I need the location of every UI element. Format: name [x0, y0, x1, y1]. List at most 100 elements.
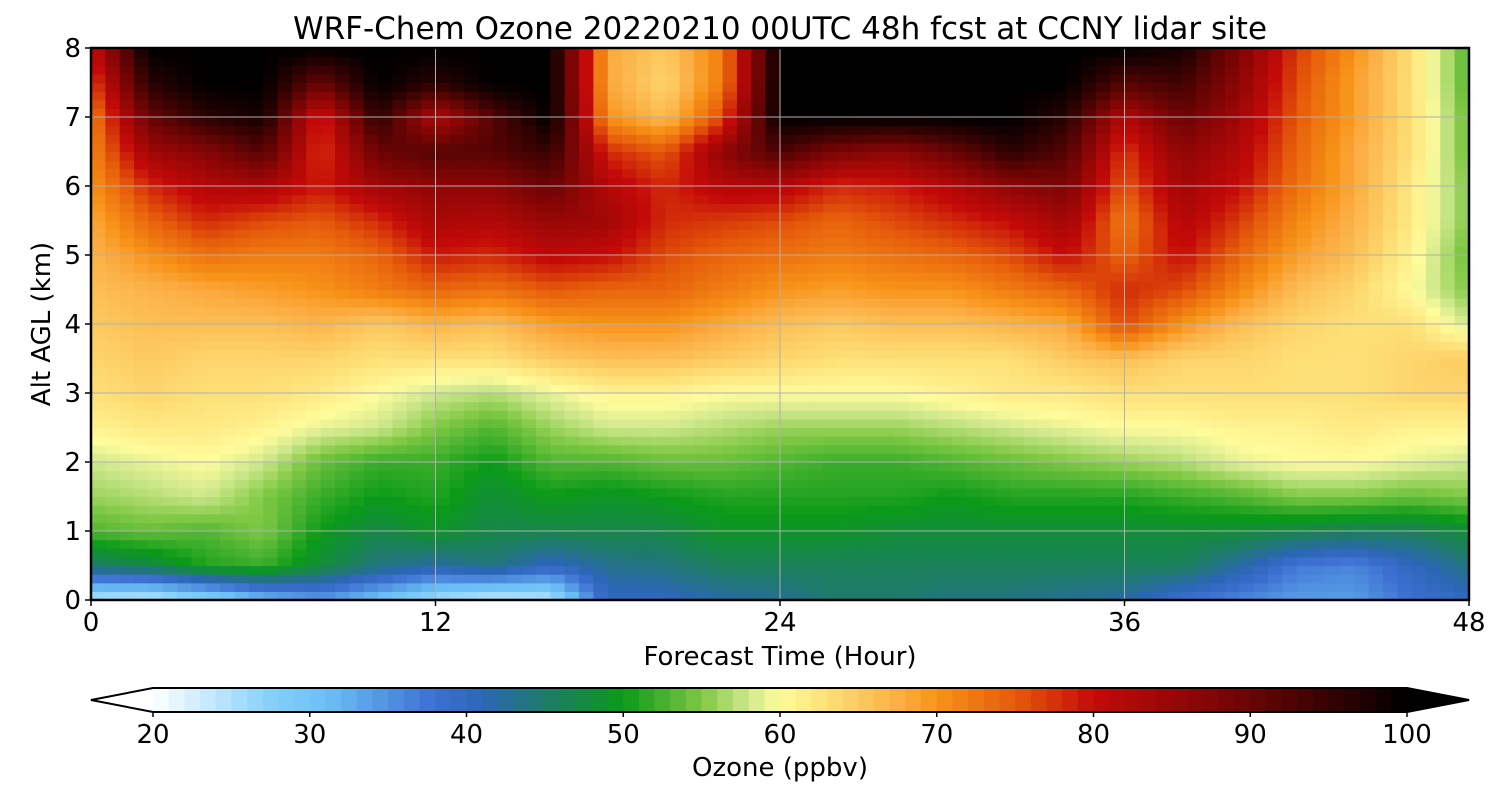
- ozone-cell: [622, 513, 638, 523]
- ozone-cell: [220, 487, 236, 498]
- ozone-cell: [1354, 505, 1370, 515]
- ozone-cell: [837, 401, 853, 411]
- ozone-cell: [1095, 565, 1111, 575]
- ozone-cell: [937, 280, 953, 291]
- ozone-cell: [91, 479, 106, 489]
- ozone-cell: [1382, 280, 1398, 291]
- ozone-cell: [1210, 324, 1226, 334]
- ozone-cell: [449, 410, 465, 420]
- ozone-cell: [823, 470, 839, 480]
- ozone-cell: [234, 280, 250, 291]
- ozone-cell: [1138, 539, 1154, 549]
- ozone-cell: [1325, 479, 1341, 489]
- ozone-cell: [119, 539, 135, 549]
- ozone-cell: [722, 531, 738, 541]
- ozone-cell: [134, 574, 150, 584]
- ozone-cell: [1110, 462, 1126, 472]
- ozone-cell: [1009, 453, 1025, 463]
- ozone-cell: [134, 548, 150, 558]
- ozone-cell: [765, 462, 781, 472]
- ozone-cell: [1454, 160, 1469, 170]
- ozone-cell: [808, 160, 824, 170]
- ozone-cell: [1024, 306, 1039, 316]
- ozone-cell: [866, 168, 882, 178]
- ozone-cell: [937, 591, 953, 600]
- ozone-cell: [593, 186, 609, 196]
- ozone-cell: [320, 367, 336, 377]
- ozone-cell: [105, 393, 121, 403]
- ozone-cell: [980, 237, 996, 247]
- ozone-cell: [406, 298, 422, 308]
- ozone-cell: [995, 289, 1011, 299]
- ozone-cell: [406, 220, 422, 230]
- ozone-cell: [636, 151, 652, 161]
- ozone-cell: [1095, 255, 1111, 265]
- ozone-cell: [492, 505, 508, 515]
- ozone-cell: [980, 186, 996, 196]
- ozone-cell: [349, 453, 365, 463]
- ozone-cell: [191, 513, 207, 523]
- ozone-cell: [650, 505, 666, 515]
- ozone-cell: [866, 237, 882, 247]
- ozone-cell: [995, 168, 1011, 178]
- ozone-cell: [1325, 151, 1341, 161]
- ozone-cell: [823, 367, 839, 377]
- ozone-cell: [708, 298, 724, 308]
- ozone-cell: [1268, 211, 1283, 222]
- ozone-cell: [134, 160, 150, 170]
- ozone-cell: [1339, 315, 1355, 325]
- ozone-cell: [980, 229, 996, 239]
- ozone-cell: [1354, 177, 1370, 187]
- ozone-cell: [952, 315, 968, 325]
- ozone-cell: [378, 168, 394, 178]
- ozone-cell: [765, 427, 781, 437]
- ozone-cell: [765, 186, 781, 196]
- ozone-cell: [923, 591, 939, 600]
- ozone-cell: [579, 556, 594, 567]
- ozone-cell: [736, 505, 752, 515]
- ozone-cell: [1052, 410, 1068, 420]
- ozone-cell: [1210, 487, 1226, 498]
- ozone-cell: [1397, 341, 1413, 351]
- ozone-cell: [1009, 186, 1025, 196]
- ozone-cell: [1268, 462, 1283, 472]
- ozone-cell: [636, 427, 652, 437]
- ozone-cell: [177, 358, 193, 368]
- ozone-cell: [1095, 453, 1111, 463]
- ozone-cell: [880, 574, 896, 584]
- ozone-cell: [1153, 487, 1169, 498]
- ozone-cell: [291, 522, 307, 532]
- ozone-cell: [1325, 375, 1341, 385]
- ozone-cell: [162, 255, 178, 265]
- ozone-cell: [1325, 591, 1341, 600]
- ozone-cell: [1081, 565, 1097, 575]
- ozone-cell: [1282, 548, 1298, 558]
- ozone-cell: [1196, 574, 1212, 584]
- ozone-cell: [205, 211, 221, 222]
- ozone-cell: [492, 556, 508, 567]
- ozone-cell: [492, 315, 508, 325]
- ozone-cell: [1339, 453, 1355, 463]
- ozone-cell: [708, 479, 724, 489]
- ozone-cell: [1153, 582, 1169, 592]
- ozone-cell: [1440, 255, 1456, 265]
- ozone-cell: [736, 453, 752, 463]
- ozone-cell: [205, 349, 221, 360]
- ozone-cell: [564, 548, 580, 558]
- ozone-cell: [550, 315, 566, 325]
- ozone-cell: [622, 306, 638, 316]
- ozone-cell: [823, 462, 839, 472]
- ozone-cell: [665, 367, 681, 377]
- ozone-cell: [521, 211, 537, 222]
- ozone-cell: [751, 349, 767, 360]
- ozone-cell: [1368, 349, 1384, 360]
- ozone-cell: [535, 574, 551, 584]
- ozone-cell: [148, 367, 164, 377]
- ozone-cell: [1124, 401, 1140, 411]
- ozone-cell: [980, 203, 996, 213]
- ozone-cell: [679, 358, 695, 368]
- ozone-cell: [1311, 151, 1327, 161]
- ozone-cell: [1224, 315, 1240, 325]
- ozone-cell: [1181, 565, 1197, 575]
- ozone-cell: [722, 401, 738, 411]
